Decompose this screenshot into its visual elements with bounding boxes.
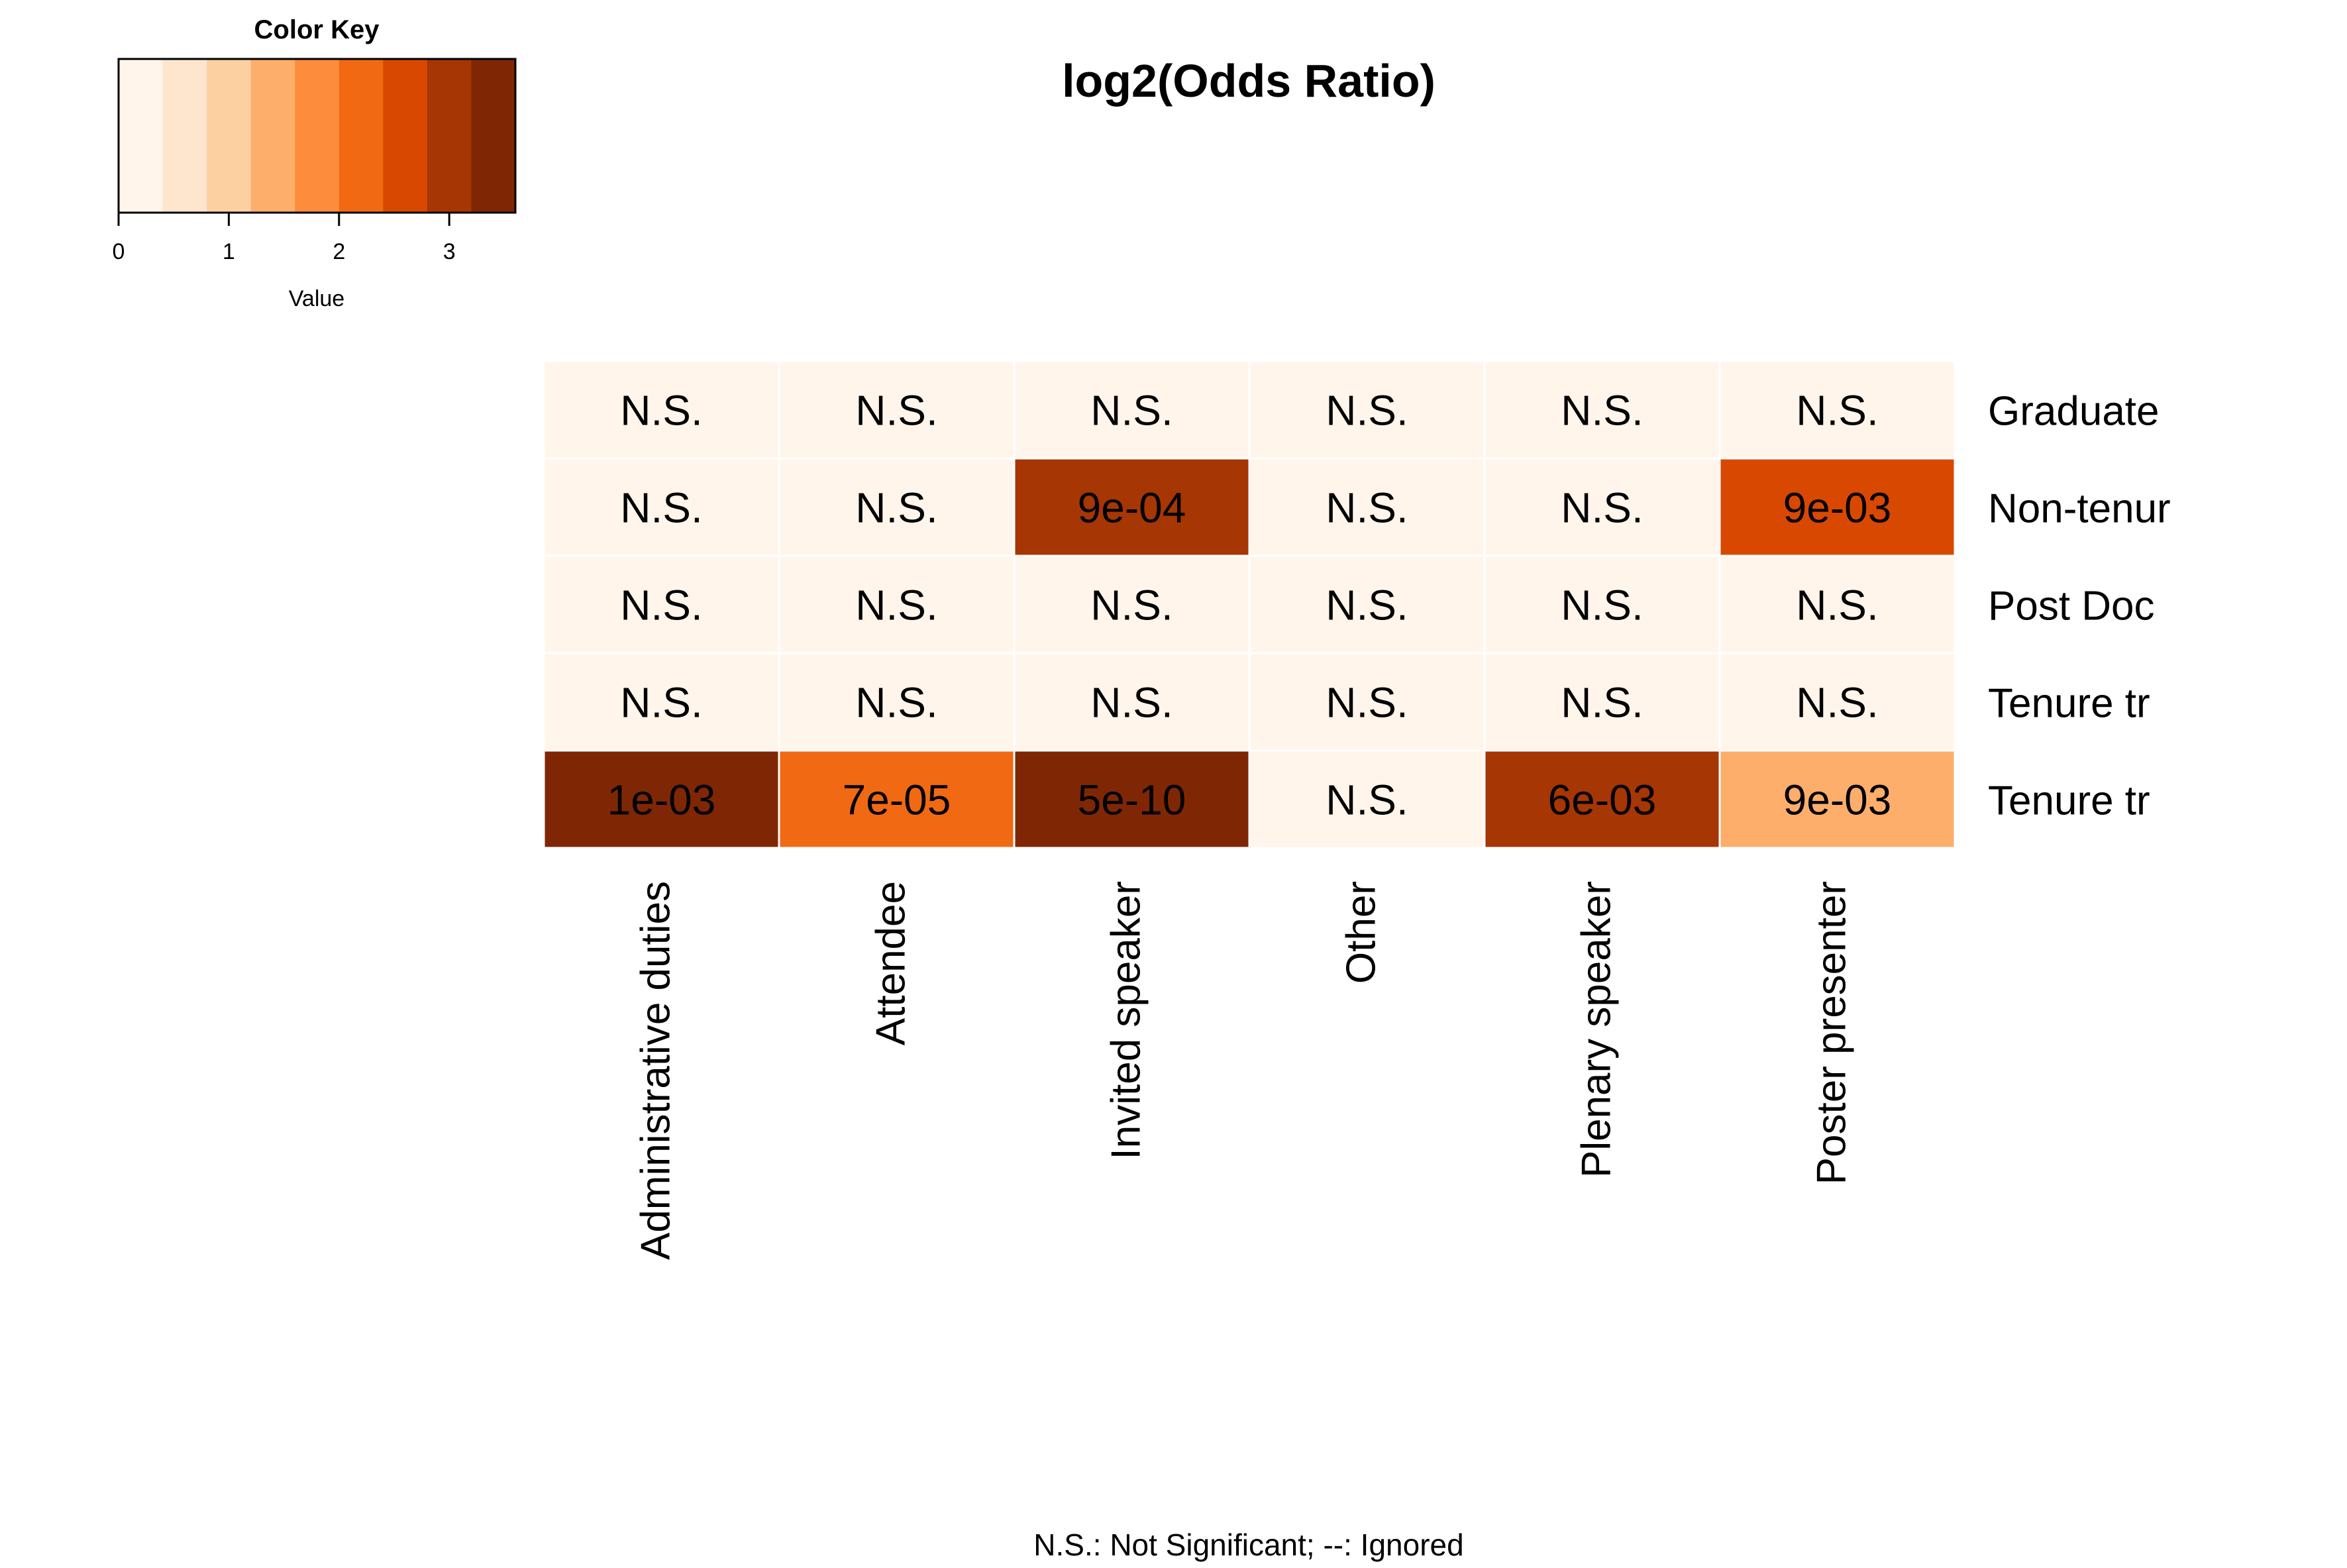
row-labels: Graduate Non-tenur Post Doc Tenure tr Tenure… (1988, 389, 2171, 824)
heatmap-cell (1013, 457, 1251, 557)
color-key-swatch (383, 59, 428, 213)
cell-label: 7e-05 (843, 776, 951, 824)
color-key-ticks: 0 1 2 3 (113, 213, 456, 264)
heatmap-cell (778, 360, 1016, 460)
heatmap-cell (778, 652, 1016, 752)
cell-label: N.S. (620, 679, 702, 727)
column-label: Invited speaker (1104, 881, 1149, 1159)
heatmap-cell (543, 749, 780, 849)
cell-label: N.S. (620, 484, 702, 532)
cell-label: N.S. (1326, 484, 1408, 532)
color-key-swatch (119, 59, 164, 213)
row-label: Tenure tr (1988, 681, 2150, 727)
column-label: Poster presenter (1809, 881, 1855, 1184)
cell-label: N.S. (1796, 387, 1878, 435)
cell-label: N.S. (1796, 582, 1878, 629)
color-key-swatch (339, 59, 384, 213)
heatmap-cell (1013, 652, 1251, 752)
heatmap-cell (1483, 652, 1721, 752)
cell-label: 6e-03 (1548, 776, 1657, 824)
row-label: Post Doc (1988, 584, 2155, 629)
cell-label: N.S. (1561, 582, 1643, 629)
color-key-title: Color Key (254, 15, 380, 44)
cell-label: N.S. (1326, 582, 1408, 629)
heatmap-cell (1483, 360, 1721, 460)
cell-label: N.S. (1090, 387, 1173, 435)
heatmap-cell (1248, 457, 1486, 557)
column-label: Attendee (868, 881, 914, 1045)
heatmap-cell (543, 554, 780, 654)
cell-label: 1e-03 (607, 776, 716, 824)
column-label: Other (1339, 881, 1384, 984)
heatmap-cell (1718, 360, 1956, 460)
heatmap-cells: N.S. N.S. N.S. N.S. N.S. N.S. N.S. N.S. 9e-04 N.S… (543, 360, 1956, 849)
cell-label: N.S. (1796, 679, 1878, 727)
cell-label: N.S. (1326, 387, 1408, 435)
heatmap-cell (1718, 749, 1956, 849)
cell-label: N.S. (855, 387, 937, 435)
heatmap-cell (1483, 457, 1721, 557)
column-label: Plenary speaker (1574, 881, 1620, 1178)
cell-label: N.S. (1090, 582, 1173, 629)
color-key-swatches (119, 59, 516, 213)
column-labels: Administrative duties Attendee Invited spe… (633, 881, 1855, 1260)
heatmap-cell (1013, 360, 1251, 460)
cell-label: N.S. (1326, 776, 1408, 824)
color-key-tick-label: 0 (113, 239, 125, 264)
row-label: Non-tenur (1988, 486, 2171, 532)
color-key-swatch (162, 59, 207, 213)
heatmap-cell (1483, 749, 1721, 849)
color-key-tick-label: 2 (333, 239, 345, 264)
color-key-swatch (295, 59, 340, 213)
color-key-tick-label: 1 (223, 239, 235, 264)
cell-label: N.S. (620, 582, 702, 629)
heatmap-cell (1248, 554, 1486, 654)
color-key-swatch (471, 59, 516, 213)
cell-label: N.S. (1561, 484, 1643, 532)
heatmap-cell (778, 749, 1016, 849)
footnote: N.S.: Not Significant; --: Ignored (1033, 1528, 1463, 1562)
column-label: Administrative duties (633, 881, 679, 1260)
heatmap-cell (1718, 652, 1956, 752)
heatmap-cell (1718, 457, 1956, 557)
cell-label: N.S. (1090, 679, 1173, 727)
heatmap-cell (778, 554, 1016, 654)
heatmap-cell (1483, 554, 1721, 654)
row-label: Graduate (1988, 389, 2160, 435)
color-key-swatch (207, 59, 252, 213)
cell-label: N.S. (855, 679, 937, 727)
color-key: Color Key 0 1 2 3 Value (113, 15, 517, 311)
cell-label: N.S. (855, 582, 937, 629)
cell-label: N.S. (1561, 387, 1643, 435)
heatmap-cell (1013, 554, 1251, 654)
cell-label: N.S. (620, 387, 702, 435)
chart-title: log2(Odds Ratio) (1062, 55, 1435, 107)
cell-label: N.S. (855, 484, 937, 532)
heatmap-cell (543, 360, 780, 460)
cell-label: N.S. (1326, 679, 1408, 727)
cell-label: 9e-03 (1783, 484, 1892, 532)
heatmap-cell (543, 652, 780, 752)
cell-label: 9e-03 (1783, 776, 1892, 824)
color-key-swatch (250, 59, 295, 213)
cell-label: 9e-04 (1078, 484, 1186, 532)
row-label: Tenure tr (1988, 778, 2150, 824)
cell-label: N.S. (1561, 679, 1643, 727)
heatmap-cell (1248, 652, 1486, 752)
color-key-swatch (427, 59, 472, 213)
color-key-xlabel: Value (289, 286, 344, 311)
cell-label: 5e-10 (1078, 776, 1186, 824)
color-key-tick-label: 3 (443, 239, 456, 264)
